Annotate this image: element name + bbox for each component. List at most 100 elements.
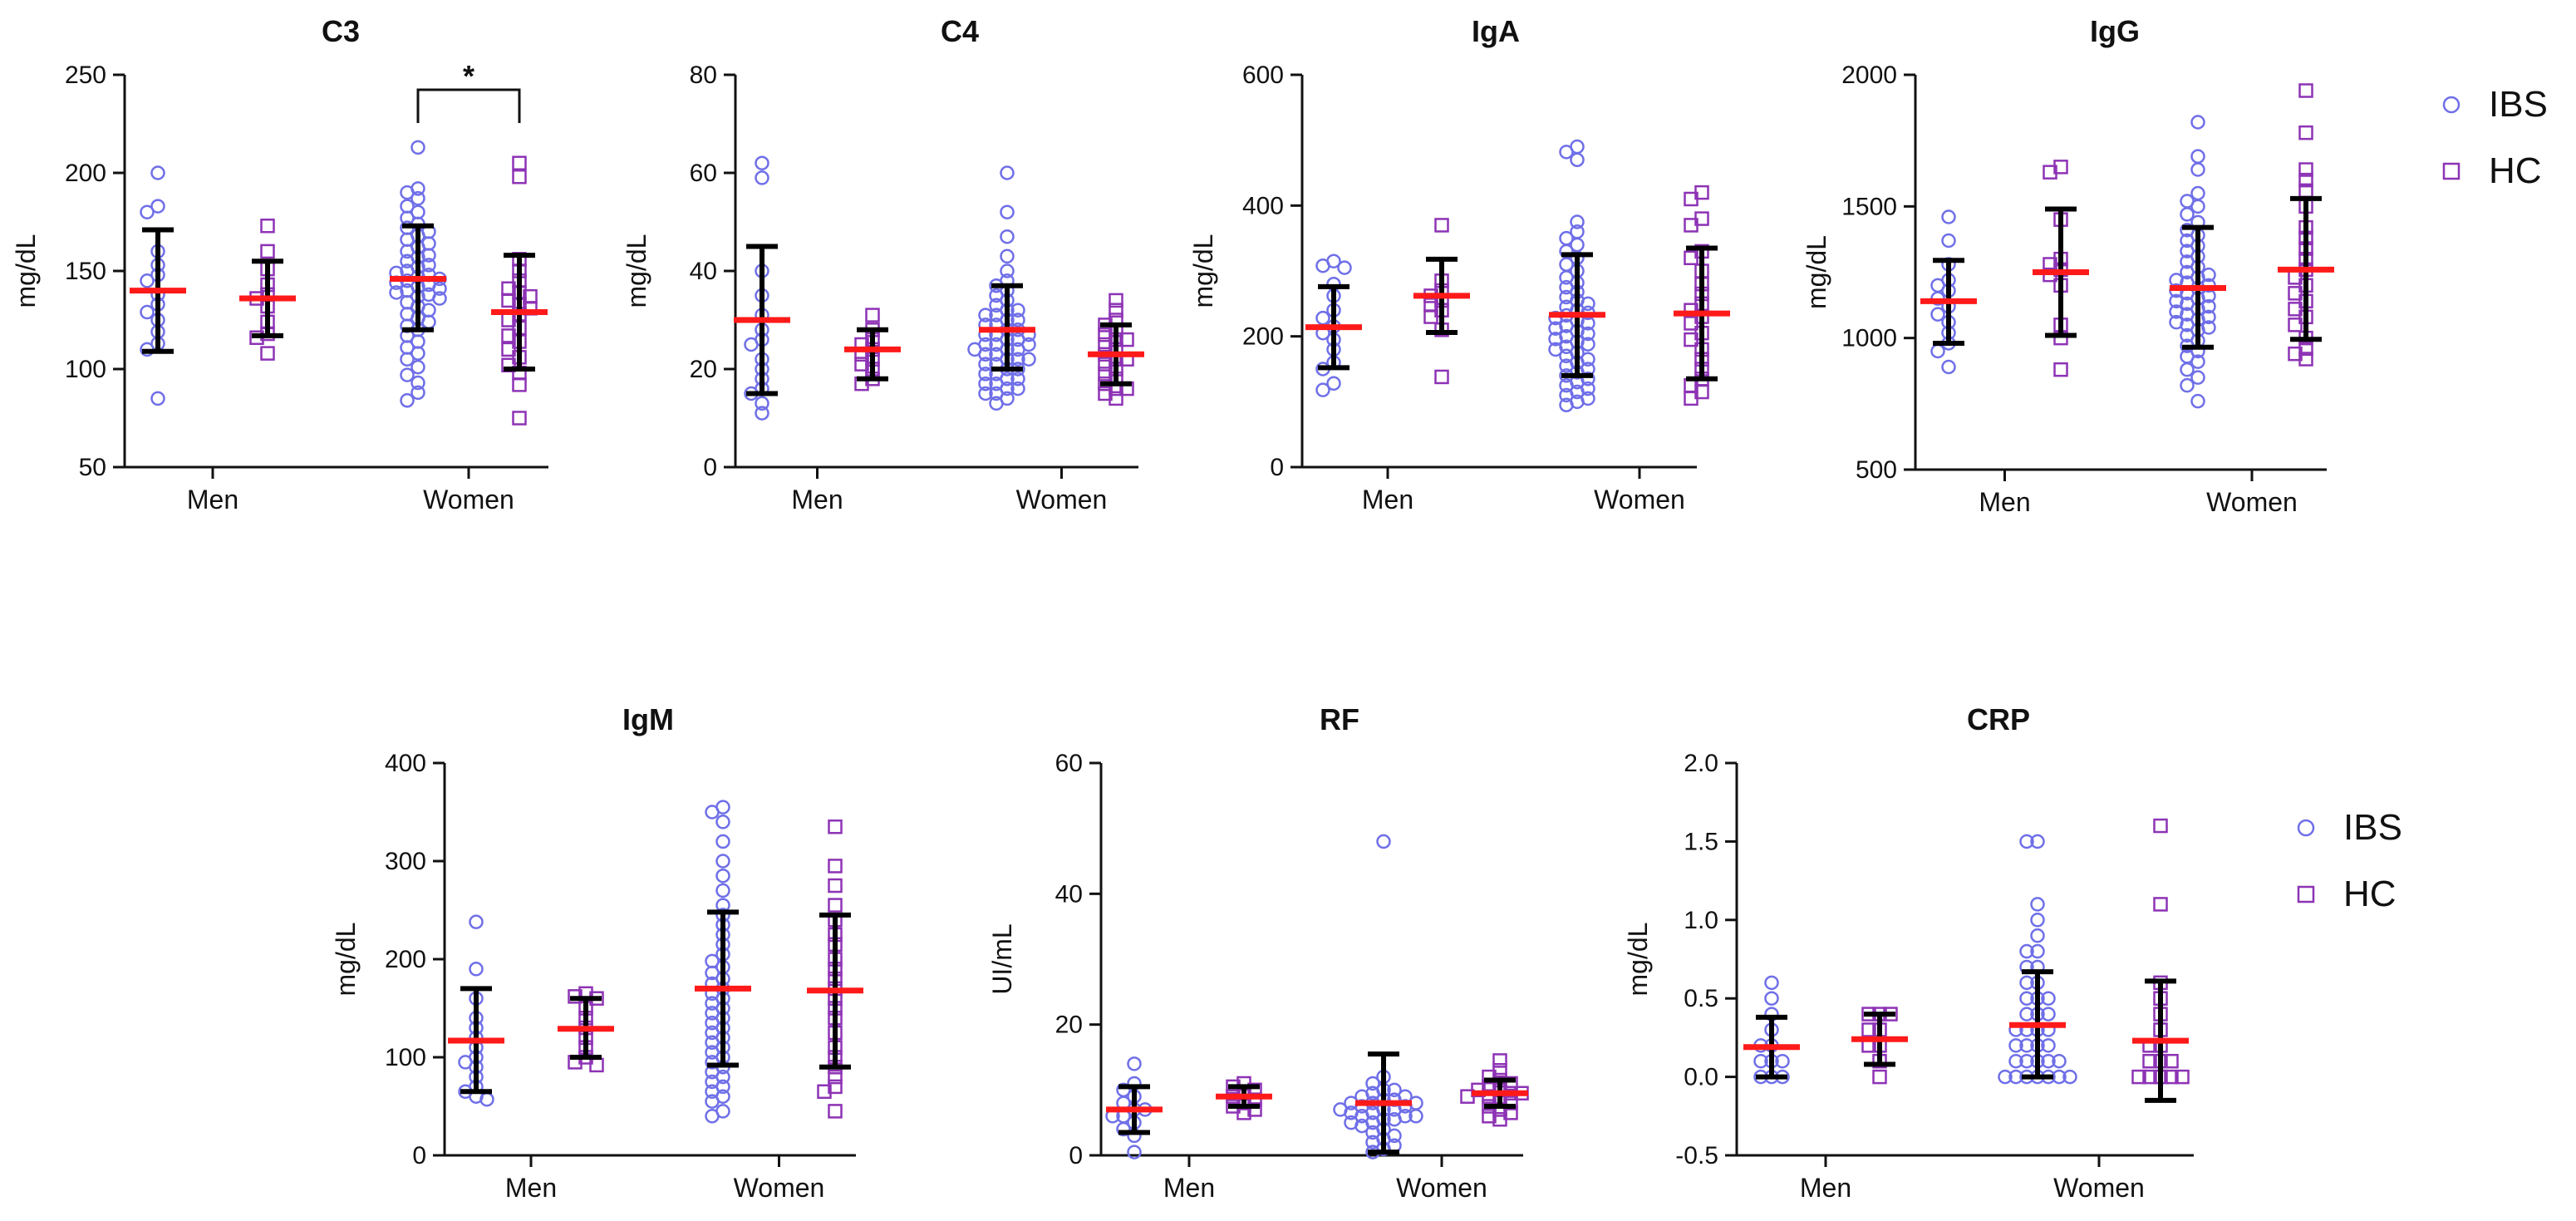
data-point-ibs (2041, 1007, 2056, 1022)
data-point-hc (2043, 165, 2057, 180)
y-tick-label: 20 (690, 356, 717, 383)
data-point-ibs (1941, 209, 1956, 224)
data-point-ibs (1930, 343, 1945, 359)
y-tick-label: 0.5 (1684, 985, 1718, 1012)
data-point-ibs (410, 359, 425, 375)
data-point-ibs (1326, 376, 1341, 391)
data-point-ibs (1354, 1109, 1369, 1124)
data-point-ibs (2190, 185, 2205, 201)
chart-title: IgM (622, 702, 674, 736)
data-point-ibs (1998, 1069, 2013, 1085)
data-point-ibs (1010, 372, 1025, 386)
data-point-ibs (2190, 115, 2205, 130)
data-point-ibs (1000, 249, 1015, 264)
panel-rf: RF UI/mL 0 20 40 60 Men Women (987, 702, 1529, 1203)
data-point-ibs (978, 386, 993, 401)
data-point-hc (2175, 1069, 2190, 1085)
data-point-ibs (2190, 370, 2205, 385)
x-tick-label-women: Women (2206, 487, 2298, 517)
y-axis-label: mg/dL (11, 234, 41, 308)
group-men-ibs (1105, 1056, 1163, 1159)
y-tick-label: 80 (690, 62, 717, 89)
data-point-hc (1684, 316, 1698, 331)
data-point-ibs (978, 376, 993, 391)
data-point-hc (2142, 1069, 2157, 1085)
data-point-ibs (410, 140, 425, 155)
data-point-ibs (1559, 358, 1574, 373)
data-point-ibs (1337, 260, 1352, 275)
group-men-hc (1851, 1007, 1908, 1085)
x-tick-label-women: Women (1016, 485, 1108, 514)
data-point-ibs (2052, 1053, 2067, 1069)
data-point-ibs (978, 367, 993, 382)
x-tick-label-women: Women (1396, 1173, 1487, 1203)
y-tick-label: 2.0 (1684, 750, 1718, 777)
data-point-ibs (421, 303, 436, 318)
data-point-ibs (2019, 991, 2034, 1006)
data-point-ibs (1365, 1135, 1380, 1150)
data-point-ibs (1000, 229, 1015, 244)
data-point-ibs (421, 314, 436, 330)
data-point-ibs (705, 1094, 720, 1109)
data-point-ibs (1570, 152, 1585, 168)
data-point-ibs (2008, 1038, 2023, 1053)
data-point-hc (501, 342, 516, 357)
y-tick-label: 250 (65, 62, 106, 89)
group-women-hc (1674, 185, 1730, 406)
y-tick-label: 60 (690, 160, 717, 187)
significance-bracket (416, 88, 521, 123)
data-point-ibs (1315, 310, 1330, 326)
y-tick-label: 400 (385, 750, 426, 777)
data-point-hc (1098, 367, 1113, 382)
data-point-ibs (705, 1109, 720, 1124)
data-point-ibs (1021, 352, 1036, 367)
data-point-ibs (410, 385, 425, 401)
data-point-ibs (2180, 377, 2195, 393)
y-axis-label: mg/dL (1188, 234, 1218, 308)
chart-title: IgA (1472, 14, 1520, 48)
y-tick-label: 200 (65, 160, 106, 187)
data-point-ibs (400, 244, 415, 259)
data-point-hc (2298, 125, 2313, 140)
chart-title: RF (1320, 702, 1359, 736)
data-point-hc (1684, 218, 1698, 233)
data-point-ibs (469, 962, 484, 977)
group-men-hc (1216, 1076, 1272, 1120)
y-tick-label: 0 (1270, 454, 1284, 481)
data-point-ibs (1581, 337, 1595, 352)
data-point-hc (260, 244, 275, 259)
data-point-ibs (989, 396, 1004, 411)
legend-marker-hc (2297, 885, 2315, 903)
group-men-ibs (734, 155, 790, 421)
data-point-hc (828, 819, 843, 835)
y-tick-label: 600 (1242, 62, 1284, 89)
data-point-hc (2288, 286, 2303, 301)
data-point-ibs (715, 868, 730, 884)
data-point-ibs (1548, 342, 1563, 357)
y-tick-label: 0.0 (1684, 1064, 1718, 1091)
group-men-hc (844, 308, 901, 391)
y-tick-label: 40 (690, 258, 717, 285)
data-point-ibs (755, 170, 769, 185)
y-tick-label: 400 (1242, 192, 1284, 219)
data-point-ibs (2030, 913, 2045, 928)
data-point-hc (2288, 302, 2303, 317)
data-point-ibs (744, 337, 759, 352)
y-tick-label: 1.0 (1684, 907, 1718, 934)
data-point-ibs (1764, 975, 1779, 991)
data-point-ibs (1315, 258, 1330, 273)
legend-label-hc: HC (2343, 874, 2397, 914)
data-point-ibs (410, 375, 425, 391)
data-point-ibs (1354, 1099, 1369, 1114)
data-point-ibs (2180, 362, 2195, 377)
data-point-ibs (978, 308, 993, 322)
data-point-ibs (1000, 263, 1015, 278)
data-point-hc (1109, 391, 1123, 406)
data-point-hc (1098, 386, 1113, 401)
data-point-hc (2153, 818, 2168, 834)
panel-crp: CRP mg/dL -0.5 0.0 0.5 1.0 1.5 2.0 Men Women (1623, 702, 2194, 1203)
data-point-ibs (2190, 199, 2205, 214)
group-women-hc (2131, 818, 2190, 1103)
data-point-ibs (2190, 162, 2205, 177)
data-point-hc (1482, 1109, 1497, 1124)
